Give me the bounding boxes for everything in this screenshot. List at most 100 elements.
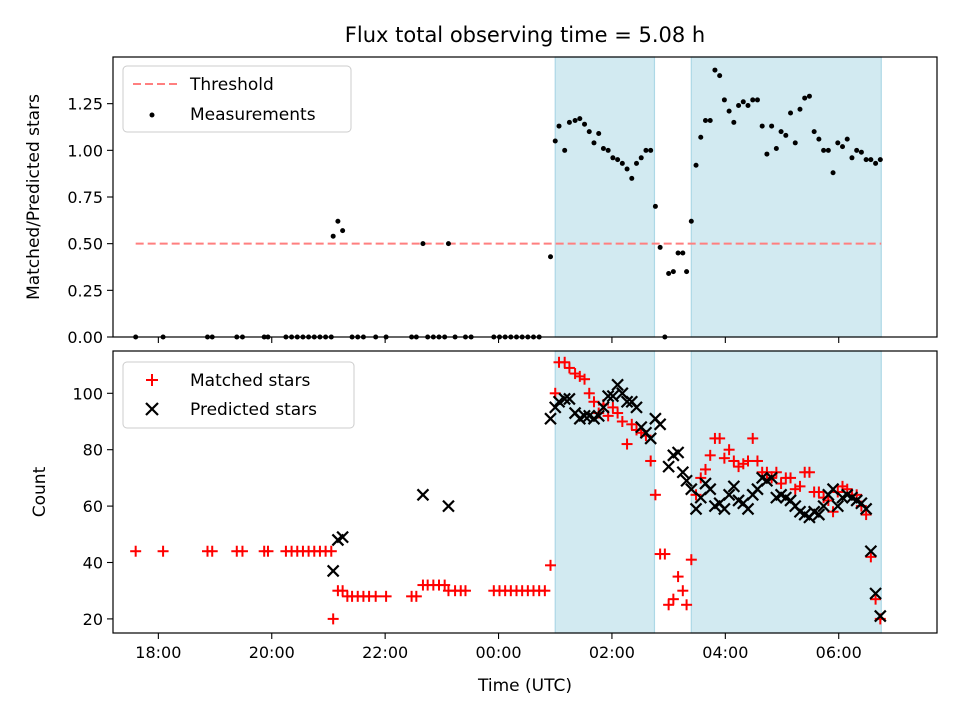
bottom-y-axis: 20 40 60 80 100 — [72, 384, 113, 629]
measurement-point — [811, 129, 817, 135]
matched-star-point — [803, 466, 815, 478]
matched-star-point — [667, 593, 679, 605]
measurement-point — [591, 140, 597, 146]
matched-star-point — [681, 599, 693, 611]
matched-star-point — [459, 585, 471, 597]
predicted-star-point — [859, 502, 873, 516]
predicted-star-point — [620, 395, 634, 409]
measurement-point — [610, 155, 616, 161]
measurement-point — [577, 116, 583, 122]
matched-star-point — [588, 396, 600, 408]
measurement-point — [783, 132, 789, 138]
measurement-point — [830, 170, 836, 176]
matched-star-point — [663, 599, 675, 611]
top-x-ticks — [157, 337, 840, 343]
matched-star-point — [723, 444, 735, 456]
matched-star-point — [607, 401, 619, 413]
matched-star-point — [410, 590, 422, 602]
predicted-star-point — [722, 488, 736, 502]
measurement-point — [858, 149, 864, 155]
matched-star-point — [699, 463, 711, 475]
measurement-point — [740, 99, 746, 105]
legend-matched-swatch — [146, 374, 158, 386]
measurement-point — [572, 117, 578, 123]
x-tick-label: 04:00 — [702, 643, 748, 662]
top-legend: Threshold Measurements — [122, 65, 352, 133]
predicted-star-point — [812, 508, 826, 521]
measurement-point — [562, 147, 568, 153]
measurement-point — [736, 103, 742, 109]
matched-star-point — [157, 545, 169, 557]
measurement-point — [643, 147, 649, 153]
predicted-star-point — [676, 465, 690, 479]
measurement-point — [652, 203, 658, 209]
measurement-point — [745, 103, 751, 109]
measurement-point — [445, 241, 451, 247]
predicted-star-point — [864, 544, 878, 558]
measurement-point — [702, 117, 708, 123]
top-legend-box — [122, 65, 352, 133]
measurement-point — [582, 121, 588, 127]
matched-star-point — [612, 407, 624, 419]
matched-star-point — [704, 449, 716, 461]
measurement-point — [849, 155, 855, 161]
measurement-point — [792, 140, 798, 146]
measurement-point — [844, 136, 850, 142]
bottom-x-axis: 18:00 20:00 22:00 00:00 02:00 04:00 06:00 — [135, 633, 862, 662]
measurement-point — [340, 228, 346, 234]
legend-measurements-swatch — [149, 112, 155, 118]
bottom-y-tick-label: 60 — [83, 497, 103, 516]
top-y-axis-label: Matched/Predicted stars — [24, 94, 44, 300]
measurement-point — [638, 155, 644, 161]
predicted-star-point — [544, 412, 557, 425]
matched-star-point — [645, 455, 657, 467]
bottom-y-tick-label: 80 — [83, 441, 103, 460]
predicted-star-point — [874, 609, 887, 623]
measurement-point — [821, 147, 827, 153]
top-plot-frame — [112, 56, 938, 338]
matched-star-point — [714, 432, 726, 444]
matched-star-point — [439, 579, 451, 591]
measurement-point — [330, 233, 336, 239]
matched-star-point — [206, 545, 218, 557]
measurement-point — [548, 254, 554, 260]
predicted-star-point — [558, 392, 571, 406]
matched-star-point — [327, 613, 339, 625]
x-tick-label: 18:00 — [135, 643, 181, 662]
measurement-point — [731, 119, 737, 125]
matched-star-point — [659, 548, 671, 560]
predicted-star-point — [611, 378, 624, 392]
predicted-star-point — [442, 499, 455, 513]
measurement-point — [806, 93, 812, 99]
matched-star-point — [870, 593, 882, 605]
bottom-panel: 20 40 60 80 100 18:00 20:00 22:00 00:00 02:00 04:… — [30, 350, 938, 696]
measurement-point — [769, 123, 775, 129]
x-tick-label: 02:00 — [589, 643, 635, 662]
predicted-star-point — [689, 502, 703, 516]
matched-star-point — [559, 356, 571, 368]
bottom-y-axis-label: Count — [30, 466, 50, 517]
measurement-point — [712, 67, 718, 73]
measurement-point — [840, 144, 846, 150]
measurement-point — [670, 269, 676, 275]
matched-star-point — [370, 590, 382, 602]
matched-star-point — [813, 486, 825, 498]
measurement-point — [707, 117, 713, 123]
measurement-point — [778, 129, 784, 135]
predicted-star-point — [592, 409, 605, 423]
measurement-point — [717, 73, 723, 79]
measurement-point — [624, 166, 630, 172]
matched-stars-series — [130, 356, 886, 625]
matched-star-point — [685, 554, 697, 566]
predicted-star-point — [817, 499, 830, 513]
bottom-y-tick-label: 20 — [83, 610, 103, 629]
matched-star-point — [626, 418, 638, 430]
matched-star-point — [236, 545, 248, 557]
measurement-point — [648, 147, 654, 153]
matched-star-point — [130, 545, 142, 557]
legend-predicted-swatch — [145, 402, 159, 416]
measurement-point — [657, 244, 663, 250]
bottom-y-tick-label: 100 — [72, 384, 103, 403]
bottom-legend: Matched stars Predicted stars — [122, 361, 355, 429]
measurement-point — [788, 110, 794, 116]
